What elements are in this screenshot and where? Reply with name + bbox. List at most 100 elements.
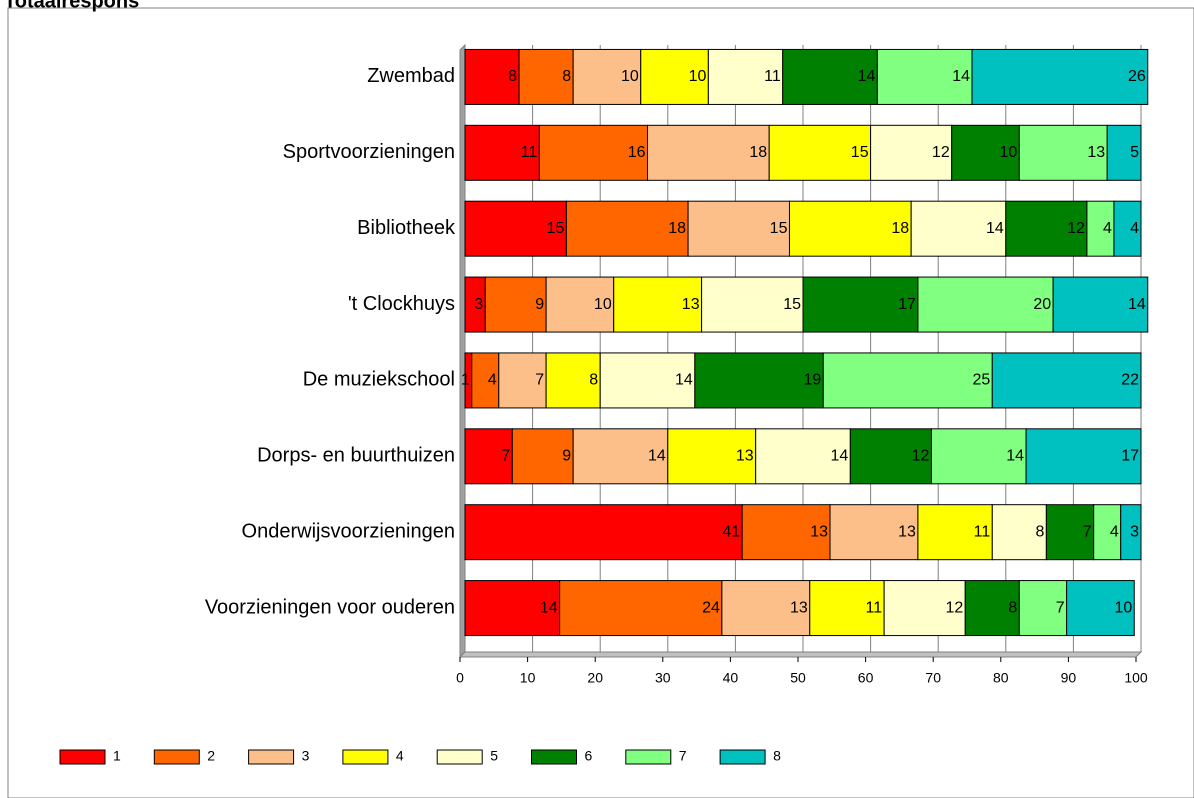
x-tick-label: 40 <box>723 670 739 686</box>
plot-wall <box>459 43 466 659</box>
bar-segment <box>701 276 804 333</box>
bar-segment <box>951 124 1020 181</box>
bar-segment <box>464 48 520 105</box>
bar-segment <box>538 124 649 181</box>
bar-segment <box>741 504 831 561</box>
data-label: 7 <box>1083 523 1092 540</box>
data-label: 12 <box>932 144 950 161</box>
plot-floor <box>458 651 1143 658</box>
legend-swatch <box>719 749 766 765</box>
bar-segment <box>991 504 1047 561</box>
x-tick-label: 60 <box>858 670 874 686</box>
data-label: 18 <box>668 220 686 237</box>
bar-segment <box>1045 504 1095 561</box>
legend-label: 3 <box>302 748 310 764</box>
data-label: 8 <box>1035 523 1044 540</box>
x-tick-label: 30 <box>655 670 671 686</box>
bar-segment <box>788 200 912 257</box>
bar-segment <box>545 352 601 409</box>
legend-label: 8 <box>773 748 781 764</box>
bar-segment <box>721 580 811 637</box>
bar-segment <box>707 48 784 105</box>
x-tick-label: 100 <box>1124 670 1148 686</box>
data-label: 14 <box>831 448 849 465</box>
data-label: 14 <box>1006 448 1024 465</box>
data-label: 12 <box>912 448 930 465</box>
x-tick-label: 0 <box>456 670 464 686</box>
data-label: 10 <box>1114 599 1132 616</box>
x-tick-label: 50 <box>790 670 806 686</box>
y-tick-label: Voorzieningen voor ouderen <box>205 596 455 618</box>
legend-label: 5 <box>490 748 498 764</box>
bar-segment <box>1005 200 1088 257</box>
bar-segment <box>464 124 540 181</box>
bar-segment <box>464 580 561 637</box>
data-label: 7 <box>535 372 544 389</box>
bar-segment <box>1106 124 1142 181</box>
bar-segment <box>667 428 757 485</box>
bar-segment <box>991 352 1142 409</box>
data-label: 15 <box>851 144 869 161</box>
y-tick-label: Onderwijsvoorzieningen <box>242 520 455 542</box>
data-label: 13 <box>790 599 808 616</box>
bar-segment <box>822 352 993 409</box>
data-label: 4 <box>1103 220 1112 237</box>
y-tick-label: Dorps- en buurthuizen <box>257 445 455 467</box>
bar-segment <box>694 352 824 409</box>
bar-segment <box>1120 504 1142 561</box>
data-label: 14 <box>952 68 970 85</box>
data-label: 18 <box>891 220 909 237</box>
data-label: 14 <box>986 220 1004 237</box>
data-label: 4 <box>1110 523 1119 540</box>
x-tick-label: 10 <box>520 670 536 686</box>
data-label: 11 <box>764 68 781 85</box>
bar-segment <box>572 428 669 485</box>
data-label: 18 <box>749 144 767 161</box>
y-tick-label: Bibliotheek <box>357 217 456 239</box>
bar-segment <box>964 580 1020 637</box>
bar-segment <box>782 48 878 105</box>
x-tick-label: 70 <box>925 670 941 686</box>
bar-segment <box>1018 124 1108 181</box>
data-label: 14 <box>648 448 666 465</box>
bar-segment <box>484 276 547 333</box>
data-label: 14 <box>675 372 693 389</box>
y-tick-label: De muziekschool <box>303 369 455 391</box>
data-label: 11 <box>866 599 883 616</box>
legend-label: 6 <box>585 748 593 764</box>
data-label: 20 <box>1033 296 1051 313</box>
bar-segment <box>471 352 500 409</box>
y-tick-label: Zwembad <box>367 65 455 87</box>
bar-segment <box>1066 580 1135 637</box>
bar-segment <box>565 200 689 257</box>
legend-swatch <box>436 749 483 765</box>
data-label: 13 <box>810 523 828 540</box>
bar-segment <box>1113 200 1142 257</box>
data-label: 13 <box>736 448 754 465</box>
data-label: 41 <box>722 523 740 540</box>
bar-segment <box>876 48 973 105</box>
x-tick-label: 80 <box>993 670 1009 686</box>
data-label: 14 <box>540 599 558 616</box>
data-label: 17 <box>898 296 916 313</box>
data-label: 16 <box>628 144 646 161</box>
data-label: 22 <box>1121 372 1139 389</box>
data-label: 4 <box>488 372 497 389</box>
bar-segment <box>1086 200 1115 257</box>
data-label: 10 <box>1000 144 1018 161</box>
bar-segment <box>464 504 743 561</box>
data-label: 19 <box>803 372 821 389</box>
data-label: 11 <box>521 144 538 161</box>
bar-segment <box>1018 580 1068 637</box>
data-label: 15 <box>770 220 788 237</box>
data-label: 15 <box>547 220 565 237</box>
data-label: 13 <box>1087 144 1105 161</box>
legend-label: 7 <box>679 748 687 764</box>
data-label: 9 <box>535 296 544 313</box>
chart-title: Totaalrespons <box>4 0 139 12</box>
bar-segment <box>1025 428 1142 485</box>
bar-segment <box>559 580 723 637</box>
data-label: 1 <box>461 372 470 389</box>
data-label: 8 <box>589 372 598 389</box>
bar-segment <box>883 580 966 637</box>
